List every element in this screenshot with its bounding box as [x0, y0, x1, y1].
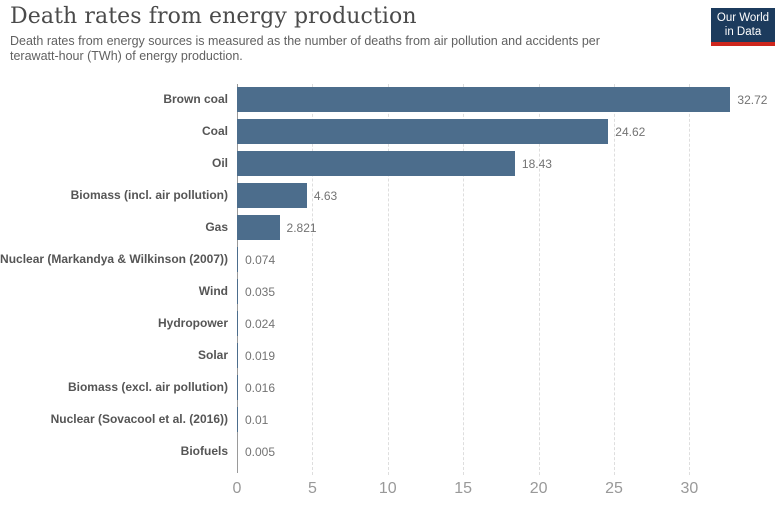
owid-logo-underline [711, 42, 775, 46]
x-tick-label: 15 [454, 480, 473, 497]
bar[interactable] [237, 151, 515, 176]
category-label: Nuclear (Markandya & Wilkinson (2007)) [0, 252, 228, 266]
bar-row: Biomass (incl. air pollution) 4.63 [0, 181, 782, 213]
x-tick-label: 30 [680, 480, 699, 497]
category-label: Gas [205, 220, 228, 234]
x-tick-label: 25 [605, 480, 623, 497]
bar-row: Oil 18.43 [0, 149, 782, 181]
gridline [387, 84, 389, 475]
value-label: 2.821 [286, 221, 317, 235]
bar-row: Gas 2.821 [0, 213, 782, 245]
gridline [689, 84, 691, 475]
value-label: 0.024 [245, 317, 276, 331]
bar[interactable] [237, 87, 731, 112]
category-label: Wind [198, 284, 228, 298]
bar-row: Biofuels 0.005 [0, 437, 782, 469]
value-label: 0.005 [245, 445, 276, 459]
bar[interactable] [237, 119, 609, 144]
bar[interactable] [237, 247, 239, 272]
owid-logo-line2: in Data [724, 26, 762, 38]
value-label: 0.074 [245, 253, 276, 267]
bar[interactable] [237, 183, 307, 208]
owid-logo-line1: Our World [716, 12, 770, 24]
chart-subtitle: Death rates from energy sources is measu… [10, 34, 600, 63]
category-label: Oil [211, 156, 228, 170]
bar-row: Nuclear (Markandya & Wilkinson (2007)) 0.… [0, 245, 782, 277]
x-tick-label: 10 [378, 480, 397, 497]
category-label: Coal [201, 124, 228, 138]
category-label: Nuclear (Sovacool et al. (2016)) [50, 412, 228, 426]
bar-row: Brown coal 32.72 [0, 85, 782, 117]
gridline [463, 84, 465, 475]
gridline [538, 84, 540, 475]
value-label: 24.62 [615, 125, 646, 139]
gridline [614, 84, 615, 475]
chart-rows: Brown coal 32.72 Coal 24.62 Oil 18.43 Biomass … [0, 85, 782, 469]
category-label: Solar [197, 348, 228, 362]
gridline [312, 84, 314, 475]
value-label: 4.63 [313, 189, 338, 203]
bar-row: Coal 24.62 [0, 117, 782, 149]
bar-row: Nuclear (Sovacool et al. (2016)) 0.01 [0, 405, 782, 437]
bar[interactable] [237, 215, 280, 240]
value-label: 0.019 [245, 349, 276, 363]
category-label: Hydropower [157, 316, 228, 330]
value-label: 18.43 [521, 157, 552, 171]
bar-row: Biomass (excl. air pollution) 0.016 [0, 373, 782, 405]
bar-row: Solar 0.019 [0, 341, 782, 373]
category-label: Brown coal [163, 92, 228, 106]
bar-row: Wind 0.035 [0, 277, 782, 309]
page-title: Death rates from energy production [10, 4, 417, 29]
owid-logo-box: Our World in Data [711, 8, 775, 42]
category-label: Biomass (incl. air pollution) [70, 188, 228, 202]
bar-row: Hydropower 0.024 [0, 309, 782, 341]
value-label: 0.016 [245, 381, 276, 395]
category-label: Biofuels [180, 444, 228, 458]
value-label: 0.01 [245, 413, 269, 427]
x-tick-label: 0 [232, 480, 242, 497]
category-label: Biomass (excl. air pollution) [67, 380, 228, 394]
bar[interactable] [237, 279, 238, 304]
owid-logo[interactable]: Our World in Data [711, 8, 775, 46]
x-tick-label: 5 [307, 480, 317, 497]
x-tick-label: 20 [529, 480, 548, 497]
value-label: 0.035 [245, 285, 276, 299]
value-label: 32.72 [737, 93, 768, 107]
axis-zero-line [237, 84, 238, 473]
